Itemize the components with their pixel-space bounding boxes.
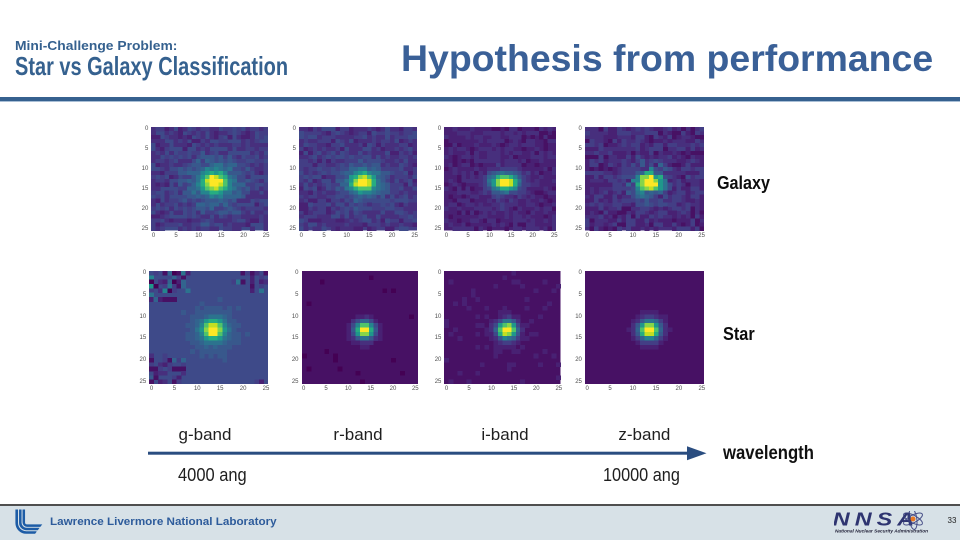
svg-text:NNSA: NNSA (834, 511, 919, 530)
svg-text:National Nuclear Security Admi: National Nuclear Security Administration (835, 528, 928, 534)
